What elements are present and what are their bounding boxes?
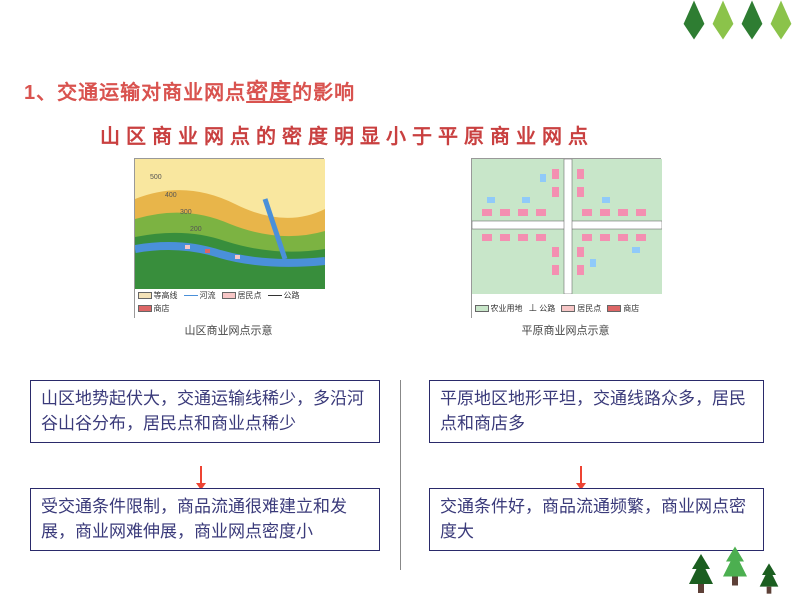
main-title: 1、交通运输对商业网点密度的影响 <box>24 74 355 106</box>
maps-container: 500 400 300 200 等高线 河流 居民点 公路 商店 山区商业网点示… <box>0 158 794 338</box>
top-leaf-decoration <box>681 0 794 40</box>
plain-map-block: 农业用地 ⊥公路 居民点 商店 平原商业网点示意 <box>471 158 661 338</box>
svg-text:200: 200 <box>190 226 202 233</box>
title-suffix: 的影响 <box>292 82 355 104</box>
mountain-map-block: 500 400 300 200 等高线 河流 居民点 公路 商店 山区商业网点示… <box>134 158 324 338</box>
svg-text:300: 300 <box>180 209 192 216</box>
mountain-legend: 等高线 河流 居民点 公路 商店 <box>138 290 320 314</box>
description-row-1: 山区地势起伏大，交通运输线稀少，多沿河谷山谷分布，居民点和商业点稀少 平原地区地… <box>0 380 794 443</box>
conclusion-row: 受交通条件限制，商品流通很难建立和发展，商业网难伸展，商业网点密度小 交通条件好… <box>0 488 794 551</box>
mountain-conclusion: 受交通条件限制，商品流通很难建立和发展，商业网难伸展，商业网点密度小 <box>30 488 380 551</box>
arrow-left <box>200 466 202 484</box>
mountain-description: 山区地势起伏大，交通运输线稀少，多沿河谷山谷分布，居民点和商业点稀少 <box>30 380 380 443</box>
plain-description: 平原地区地形平坦，交通线路众多，居民点和商店多 <box>429 380 764 443</box>
subtitle: 山区商业网点的密度明显小于平原商业网点 <box>100 120 594 149</box>
mountain-caption: 山区商业网点示意 <box>185 322 273 338</box>
svg-text:500: 500 <box>150 174 162 181</box>
arrow-right <box>580 466 582 484</box>
title-prefix: 1、交通运输对商业网点 <box>24 82 246 104</box>
bottom-tree-decoration <box>686 536 784 596</box>
plain-map: 农业用地 ⊥公路 居民点 商店 <box>471 158 661 318</box>
title-underlined: 密度 <box>246 79 292 104</box>
plain-legend: 农业用地 ⊥公路 居民点 商店 <box>475 303 657 314</box>
plain-caption: 平原商业网点示意 <box>522 322 610 338</box>
mountain-map: 500 400 300 200 等高线 河流 居民点 公路 商店 <box>134 158 324 318</box>
svg-text:400: 400 <box>165 192 177 199</box>
